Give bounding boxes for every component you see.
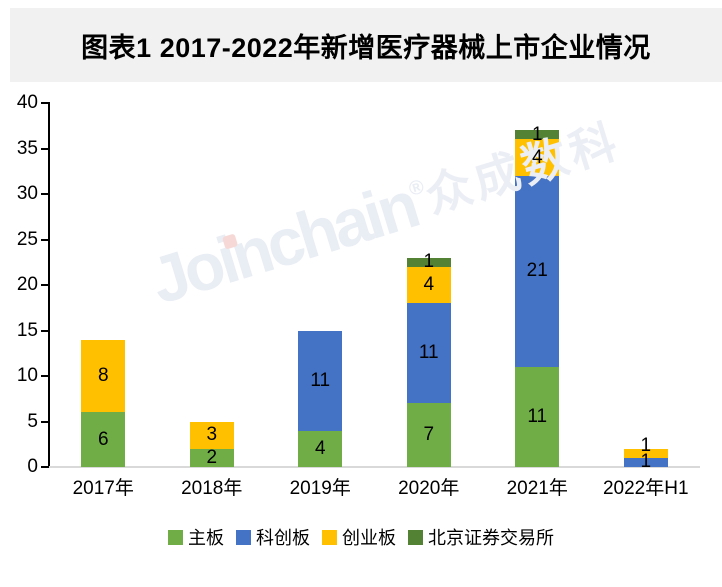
y-axis-tick-label: 25	[16, 228, 38, 250]
y-axis-tick-mark	[41, 466, 49, 468]
watermark-latin-text: Joinchain	[142, 167, 425, 318]
bar-data-label: 1	[640, 451, 652, 473]
y-axis-tick-mark	[41, 329, 49, 332]
bar-data-label: 4	[423, 274, 435, 295]
y-axis-tick-mark	[41, 284, 49, 286]
y-axis-tick-label: 0	[27, 456, 38, 477]
x-axis-label: 2019年	[289, 478, 351, 499]
bar-data-label: 8	[97, 365, 109, 386]
legend-label-main-board: 主板	[188, 528, 224, 548]
legend-swatch-chinext	[322, 529, 337, 545]
bar-segment-chinext	[406, 266, 451, 304]
bar-segment-chinext	[623, 448, 668, 458]
bar-segment-bse	[515, 130, 560, 140]
x-axis-label: 2021年	[506, 478, 568, 499]
legend-label-star-market: 科创板	[256, 528, 310, 548]
bar-segment-star-market	[623, 457, 668, 467]
bar-data-label: 11	[310, 369, 331, 391]
legend-swatch-bse	[408, 529, 423, 545]
legend-label-chinext: 创业板	[342, 528, 396, 548]
bar-segment-main-board	[515, 366, 560, 467]
watermark-registered-mark: ®	[406, 175, 427, 201]
bar-data-label: 1	[423, 251, 435, 273]
bar-segment-main-board	[189, 448, 234, 467]
bar-data-label: 6	[97, 428, 109, 450]
y-axis-tick-mark	[41, 420, 49, 423]
y-axis-tick-mark	[41, 147, 49, 150]
legend-swatch-star-market	[236, 529, 251, 545]
chart-title: 图表1 2017-2022年新增医疗器械上市企业情况	[81, 32, 651, 63]
x-axis-label: 2017年	[72, 478, 134, 499]
x-axis-line	[49, 466, 700, 468]
title-band: 图表1 2017-2022年新增医疗器械上市企业情况	[10, 8, 722, 82]
x-axis-label: 2022年H1	[602, 478, 689, 499]
bar-data-label: 1	[531, 123, 543, 145]
legend-label-bse: 北京证券交易所	[428, 528, 554, 548]
legend-item-bse: 北京证券交易所	[408, 524, 554, 550]
legend-item-star-market: 科创板	[236, 524, 310, 550]
bar-data-label: 1	[640, 435, 652, 457]
legend: 主板 科创板 创业板 北京证券交易所	[0, 523, 722, 551]
bar-segment-star-market	[515, 175, 560, 367]
bar-segment-main-board	[298, 430, 343, 467]
bar-segment-chinext	[515, 139, 560, 176]
y-axis-tick-label: 5	[27, 410, 38, 432]
legend-swatch-main-board	[168, 529, 183, 545]
x-axis-label: 2018年	[181, 478, 243, 499]
bar-segment-chinext	[81, 339, 126, 413]
bar-segment-star-market	[406, 303, 451, 404]
x-axis-label: 2020年	[398, 478, 460, 499]
bar-data-label: 2	[206, 446, 218, 468]
bar-data-label: 7	[423, 424, 435, 446]
y-axis-tick-mark	[41, 102, 49, 104]
bar-data-label: 3	[206, 424, 218, 446]
bar-data-label: 11	[527, 405, 548, 427]
y-axis-tick-label: 15	[16, 319, 38, 341]
bar-segment-chinext	[189, 421, 234, 449]
bar-segment-bse	[406, 257, 451, 267]
bar-data-label: 11	[418, 342, 439, 364]
y-axis-tick-label: 10	[16, 365, 38, 386]
bar-segment-main-board	[406, 403, 451, 467]
bar-data-label: 21	[526, 260, 548, 282]
y-axis-tick-label: 30	[16, 183, 38, 204]
y-axis-tick-mark	[41, 238, 49, 241]
y-axis-tick-label: 40	[16, 92, 38, 113]
y-axis-tick-mark	[41, 193, 49, 195]
bar-data-label: 4	[314, 437, 326, 459]
y-axis-tick-label: 20	[16, 274, 38, 295]
y-axis-tick-mark	[41, 375, 49, 377]
y-axis-tick-label: 35	[16, 137, 38, 159]
y-axis-line	[48, 102, 50, 468]
bar-segment-star-market	[298, 330, 343, 431]
bar-data-label: 4	[531, 146, 543, 168]
legend-item-main-board: 主板	[168, 524, 224, 550]
bar-segment-main-board	[81, 412, 126, 467]
watermark-i-dot	[221, 233, 239, 250]
legend-item-chinext: 创业板	[322, 524, 396, 550]
